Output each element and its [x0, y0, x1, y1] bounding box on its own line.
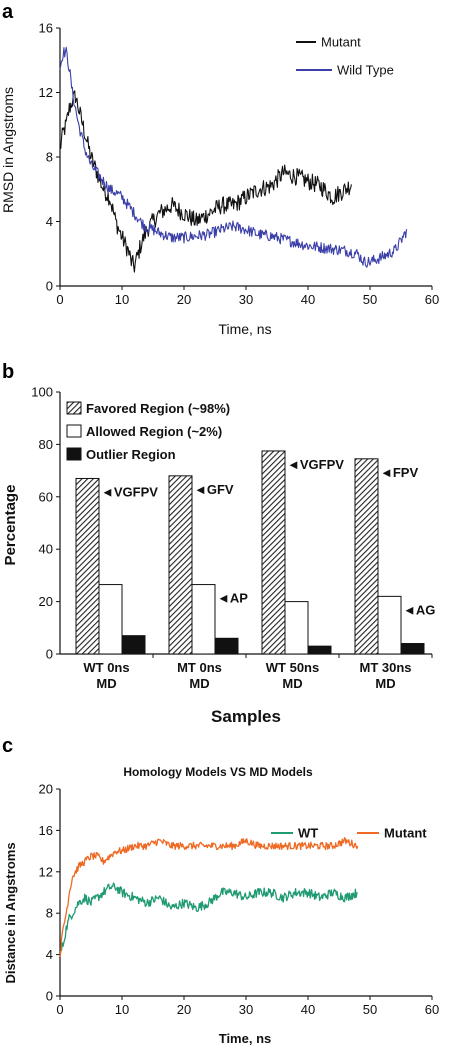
panel-a-label: a — [2, 1, 14, 23]
panel-c-ytick-label: 4 — [46, 947, 53, 962]
panel-b-ytick-label: 80 — [39, 437, 53, 452]
panel-c-label: c — [2, 735, 13, 757]
panel-a-ytick-label: 12 — [39, 85, 53, 100]
panel-c-xtick-label: 50 — [363, 1002, 377, 1017]
panel-b-annotation: ◄FPV — [380, 465, 418, 480]
panel-b-bar-3 — [214, 637, 239, 655]
panel-c-xtick-label: 30 — [239, 1002, 253, 1017]
panel-c-xtick-label: 0 — [56, 1002, 63, 1017]
panel-b-bar-2 — [284, 601, 309, 655]
panel-a-ytick-label: 0 — [46, 279, 53, 294]
panel-b-legend-label: Favored Region (~98%) — [86, 401, 230, 416]
panel-b-ytick-label: 40 — [39, 542, 53, 557]
panel-c-xtick-label: 10 — [115, 1002, 129, 1017]
panel-c-xtick-label: 40 — [301, 1002, 315, 1017]
panel-a-xlabel: Time, ns — [218, 321, 271, 337]
panel-a-series-line-2 — [59, 46, 408, 268]
panel-b-legend-swatch — [66, 447, 82, 461]
panel-b-bar-2 — [377, 595, 402, 655]
panel-c-ytick-label: 0 — [46, 989, 53, 1004]
panel-a-xtick-label: 60 — [425, 292, 439, 307]
panel-b-bar-2 — [191, 584, 216, 655]
panel-c-series-line-2 — [59, 837, 359, 957]
panel-a-legend-label: Mutant — [321, 35, 361, 50]
panel-b-bar-1 — [354, 458, 379, 655]
panel-b-category-label: MT 0ns — [177, 660, 222, 675]
panel-b-category-label: MD — [189, 676, 209, 691]
panel-a-ytick-label: 16 — [39, 21, 53, 36]
panel-b-ylabel: Percentage — [2, 485, 19, 566]
panel-c-legend-label: WT — [298, 826, 318, 841]
panel-a-xtick-label: 50 — [363, 292, 377, 307]
panel-b-annotation: ◄VGFPV — [287, 457, 344, 472]
panel-b-ytick-label: 0 — [46, 647, 53, 662]
panel-b-category-label: MD — [375, 676, 395, 691]
panel-c-legend-label: Mutant — [384, 826, 427, 841]
panel-b-category-label: WT 50ns — [266, 660, 319, 675]
panel-b-ytick-label: 100 — [31, 385, 53, 400]
panel-a-ylabel: RMSD in Angstroms — [0, 87, 16, 213]
panel-a: a RMSD in Angstroms Time, ns 0 4 8 12 16 0 10 2… — [0, 1, 439, 337]
panel-a-ytick-label: 4 — [46, 214, 53, 229]
panel-a-legend-label: Wild Type — [337, 63, 394, 78]
panel-b-bar-1 — [261, 450, 286, 655]
panel-b-category-label: MT 30ns — [359, 660, 411, 675]
panel-b-legend-label: Allowed Region (~2%) — [86, 424, 222, 439]
panel-b-annotation: ◄VGFPV — [101, 484, 158, 499]
panel-a-xtick-label: 10 — [115, 292, 129, 307]
panel-a-xtick-label: 30 — [239, 292, 253, 307]
panel-c-ytick-label: 8 — [46, 906, 53, 921]
panel-b-legend-label: Outlier Region — [86, 447, 176, 462]
panel-b-label: b — [2, 361, 14, 383]
panel-b-annotation: ◄AG — [403, 602, 435, 617]
panel-b-annotation: ◄AP — [217, 591, 248, 606]
panel-c-ytick-label: 20 — [39, 782, 53, 797]
panel-b-ytick-label: 20 — [39, 594, 53, 609]
panel-b-bar-1 — [75, 477, 100, 655]
panel-a-xtick-label: 0 — [56, 292, 63, 307]
panel-c-title: Homology Models VS MD Models — [123, 765, 313, 779]
panel-b-category-label: WT 0ns — [83, 660, 129, 675]
panel-c-ytick-label: 16 — [39, 823, 53, 838]
panel-a-ytick-label: 8 — [46, 150, 53, 165]
panel-b-bar-3 — [400, 643, 425, 655]
panel-b-bar-1 — [168, 475, 193, 655]
panel-a-xtick-label: 20 — [177, 292, 191, 307]
panel-c: c Homology Models VS MD Models Distance … — [2, 735, 439, 1046]
panel-c-xtick-label: 20 — [177, 1002, 191, 1017]
panel-b-bar-2 — [98, 584, 123, 655]
panel-b-category-label: MD — [282, 676, 302, 691]
panel-b-annotation: ◄GFV — [194, 482, 234, 497]
panel-b-legend-swatch — [66, 401, 82, 415]
panel-b-legend-swatch — [66, 424, 82, 438]
panel-c-series-line-1 — [59, 882, 358, 953]
panel-b-bar-3 — [307, 645, 332, 655]
panel-b-bar-3 — [121, 635, 146, 655]
panel-c-ylabel: Distance in Angstroms — [3, 842, 18, 983]
panel-c-xtick-label: 60 — [425, 1002, 439, 1017]
panel-a-xtick-label: 40 — [301, 292, 315, 307]
panel-b-category-label: MD — [96, 676, 116, 691]
panel-a-series-line-1 — [59, 90, 352, 273]
panel-b-xlabel: Samples — [211, 707, 281, 726]
panel-b-ytick-label: 60 — [39, 489, 53, 504]
panel-c-xlabel: Time, ns — [219, 1031, 272, 1046]
panel-c-ytick-label: 12 — [39, 864, 53, 879]
